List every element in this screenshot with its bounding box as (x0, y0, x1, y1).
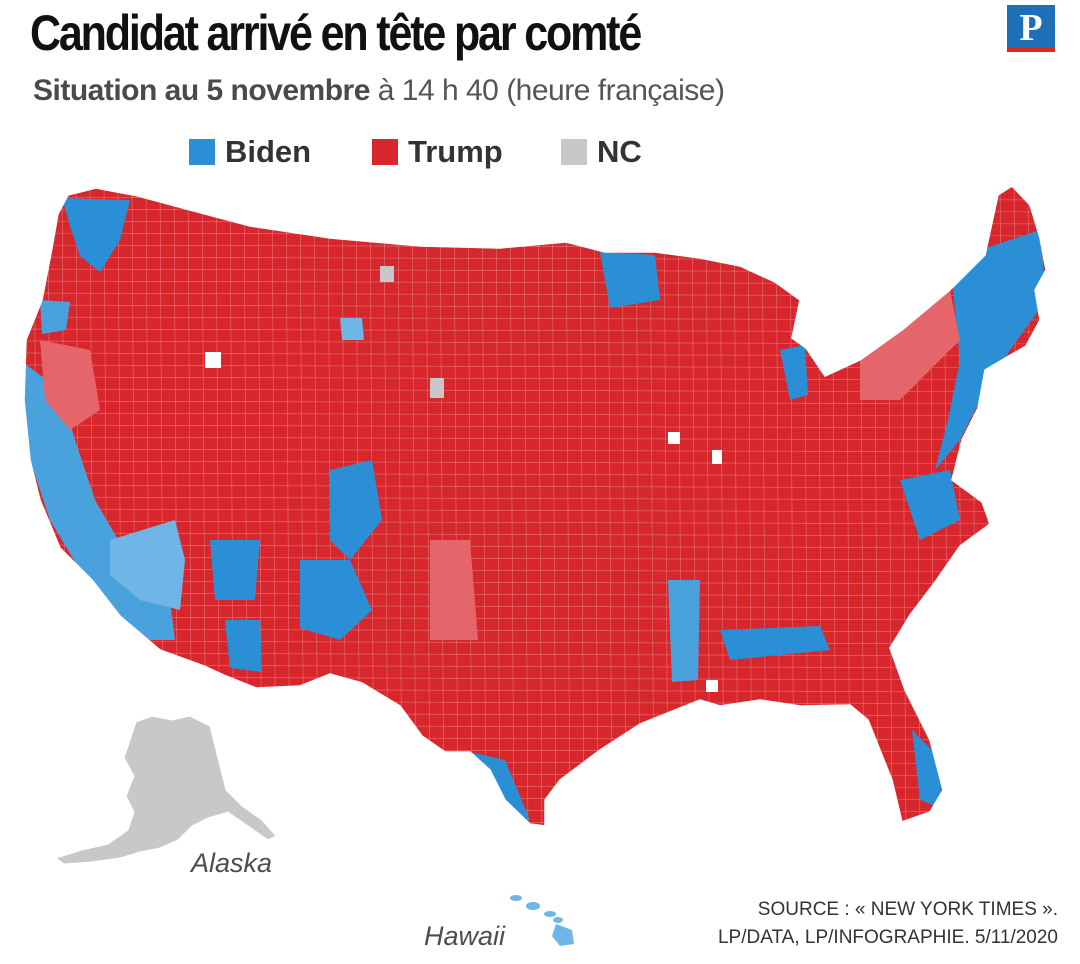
new-mexico-blue (300, 560, 372, 640)
black-belt-blue (720, 626, 830, 660)
county-border-line (453, 186, 459, 826)
mississippi-delta-blue (668, 580, 700, 682)
county-border-line (24, 472, 1046, 477)
county-border-line (24, 616, 1046, 621)
county-border-line (523, 186, 529, 826)
legend-item-biden: Biden (189, 134, 311, 170)
county-border-line (24, 424, 1046, 429)
nc-county (205, 352, 221, 368)
map-subtitle: Situation au 5 novembre à 14 h 40 (heure… (33, 74, 725, 108)
county-border-line (24, 400, 1046, 405)
county-border-line (1041, 186, 1046, 826)
county-border-line (24, 412, 1046, 417)
nc-county (430, 378, 444, 398)
minnesota-blue (600, 252, 660, 308)
county-border-line (24, 568, 1046, 573)
alaska-label: Alaska (189, 848, 272, 878)
county-border-line (24, 520, 1046, 525)
county-border-line (551, 186, 557, 826)
county-border-line (467, 186, 473, 826)
county-border-line (24, 186, 25, 826)
legend-item-trump: Trump (372, 134, 503, 170)
hawaii-label: Hawaii (424, 921, 506, 951)
nc-county (380, 266, 394, 282)
county-border-line (579, 186, 585, 826)
legend-item-nc: NC (561, 134, 642, 170)
legend-label-biden: Biden (225, 134, 312, 169)
county-border-line (537, 186, 543, 826)
florida-blue (912, 730, 942, 808)
source-line-2: LP/DATA, LP/INFOGRAPHIE. 5/11/2020 (717, 927, 1058, 948)
map-title: Candidat arrivé en tête par comté (30, 5, 642, 61)
nc-county (712, 450, 722, 464)
nc-county (668, 432, 680, 444)
county-border-line (24, 652, 1046, 657)
county-border-line (495, 186, 501, 826)
legend-label-trump: Trump (408, 134, 503, 169)
arizona-south-blue (225, 620, 262, 672)
county-border-line (425, 186, 431, 826)
county-border-line (593, 186, 599, 826)
county-border-line (509, 186, 515, 826)
county-border-line (24, 436, 1046, 441)
pacific-northwest-blue (62, 198, 130, 272)
county-border-line (24, 556, 1046, 561)
county-border-line (24, 592, 1046, 597)
county-border-line (24, 604, 1046, 609)
legend-swatch-trump (372, 139, 398, 165)
county-border-line (24, 448, 1046, 453)
source-credit: SOURCE : « NEW YORK TIMES ». LP/DATA, LP… (718, 896, 1058, 952)
county-border-line (24, 484, 1046, 489)
svg-text:P: P (1019, 7, 1042, 49)
county-border-line (481, 186, 487, 826)
county-border-line (439, 186, 445, 826)
county-border-line (24, 544, 1046, 549)
county-border-line (24, 460, 1046, 465)
county-border-line (24, 532, 1046, 537)
nevada-blue (340, 318, 364, 340)
source-line-1: SOURCE : « NEW YORK TIMES ». (757, 899, 1058, 920)
legend-swatch-nc (561, 139, 587, 165)
county-border-line (1056, 180, 1060, 840)
county-border-line (24, 628, 1046, 633)
colorado-blue (330, 460, 382, 560)
great-lakes-blue (780, 345, 808, 400)
southern-california-blue (110, 520, 185, 610)
county-border-line (33, 186, 39, 826)
mid-atlantic-blue (900, 470, 960, 540)
county-border-line (24, 508, 1046, 513)
legend-label-nc: NC (597, 134, 642, 169)
california-inland-light-red (40, 340, 100, 430)
nc-county (706, 680, 718, 692)
hawaii-shape (510, 895, 574, 946)
county-border-line (565, 186, 571, 826)
northeast-blue (935, 230, 1046, 470)
county-border-line (24, 196, 1046, 201)
subtitle-time: à 14 h 40 (heure française) (369, 74, 725, 107)
texas-panhandle-light-red (430, 540, 478, 640)
legend-swatch-biden (189, 139, 215, 165)
arizona-blue (210, 540, 260, 600)
le-parisien-logo: P (1004, 4, 1058, 54)
county-border-line (24, 186, 1046, 189)
county-border-line (24, 496, 1046, 501)
legend: Biden Trump NC (0, 134, 1080, 178)
subtitle-date: Situation au 5 novembre (33, 74, 370, 107)
oregon-coast-blue (40, 300, 70, 334)
county-border-line (24, 580, 1046, 585)
alaska-shape (54, 715, 277, 865)
northeast-light-red (860, 290, 960, 400)
county-border-line (24, 640, 1046, 645)
